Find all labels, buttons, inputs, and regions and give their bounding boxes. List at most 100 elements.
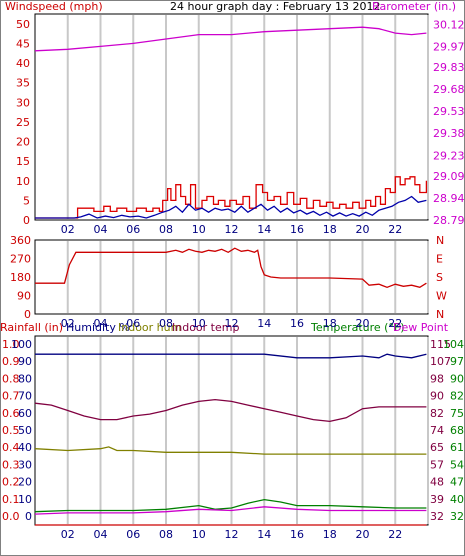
dew-point-label: Dew Point (393, 321, 449, 334)
barometer-tick-label: 29.23 (433, 149, 465, 162)
barometer-tick-label: 29.83 (433, 61, 465, 74)
temperature-tick-label: 54 (450, 458, 464, 471)
rain-tick-label: 0.5 (2, 424, 20, 437)
x-tick-label: 10 (192, 317, 206, 330)
indoor-temp-tick-label: 48 (430, 476, 444, 489)
barometer-tick-label: 30.12 (433, 18, 465, 31)
humidity-tick-label: 40 (18, 441, 32, 454)
direction-tick-label: 0 (24, 308, 31, 321)
wind-tick-label: 0 (23, 214, 30, 227)
avg-wind-line (35, 195, 427, 219)
temperature-tick-label: 90 (450, 372, 464, 385)
wind-tick-label: 5 (23, 194, 30, 207)
rain-tick-label: 0.0 (2, 510, 20, 523)
barometer-line (34, 26, 427, 52)
direction-tick-label: 360 (10, 234, 31, 247)
wind-tick-label: 35 (16, 77, 30, 90)
series-indoor-humline (34, 446, 427, 455)
humidity-tick-label: 60 (18, 407, 32, 420)
x-tick-label: 18 (323, 528, 337, 541)
rain-tick-label: 0.6 (2, 407, 20, 420)
x-tick-label: 16 (290, 223, 304, 236)
barometer-tick-label: 29.68 (433, 83, 465, 96)
temperature-tick-label: 82 (450, 390, 464, 403)
series-humidity-line (35, 353, 427, 359)
indoor-temp-tick-label: 115 (430, 338, 451, 351)
x-tick-label: 18 (323, 223, 337, 236)
barometer-tick-label: 29.97 (433, 40, 465, 53)
barometer-tick-label: 29.38 (433, 127, 465, 140)
x-tick-label: 04 (94, 317, 108, 330)
humidity-tick-label: 70 (18, 390, 32, 403)
wind-tick-label: 20 (16, 136, 30, 149)
barometer-tick-label: 28.94 (433, 192, 465, 205)
x-tick-label: 02 (61, 223, 75, 236)
rain-tick-label: 0.1 (2, 493, 20, 506)
temperature-tick-label: 47 (450, 476, 464, 489)
humidity-tick-label: 10 (18, 493, 32, 506)
compass-tick-label: S (436, 271, 443, 284)
humidity-tick-label: 30 (18, 458, 32, 471)
rain-tick-label: 0.8 (2, 372, 20, 385)
x-tick-label: 04 (94, 223, 108, 236)
x-tick-label: 04 (94, 528, 108, 541)
wind-direction-line (35, 247, 427, 288)
series-dew-pointline (34, 506, 427, 515)
humidity-tick-label: 90 (18, 355, 32, 368)
x-tick-label: 08 (159, 528, 173, 541)
compass-tick-label: W (436, 290, 447, 303)
x-tick-label: 08 (159, 317, 173, 330)
rain-tick-label: 0.9 (2, 355, 20, 368)
x-tick-label: 22 (388, 223, 402, 236)
wind-tick-label: 40 (16, 57, 30, 70)
temperature-tick-label: 61 (450, 441, 464, 454)
rainfall-label: Rainfall (in) (0, 321, 63, 334)
rain-tick-label: 0.3 (2, 458, 20, 471)
wind-tick-label: 30 (16, 96, 30, 109)
x-tick-label: 16 (290, 528, 304, 541)
temperature-label: Temperature (°F) (310, 321, 405, 334)
rain-tick-label: 0.2 (2, 476, 20, 489)
windspeed-line (35, 176, 428, 219)
temperature-tick-label: 32 (450, 510, 464, 523)
indoor-temp-tick-label: 82 (430, 407, 444, 420)
windspeed-axis-label: Windspeed (mph) (5, 0, 103, 13)
temperature-tick-label: 40 (450, 493, 464, 506)
x-tick-label: 14 (257, 317, 271, 330)
rain-tick-label: 1.0 (2, 338, 20, 351)
indoor-temp-tick-label: 57 (430, 458, 444, 471)
humidity-tick-label: 50 (18, 424, 32, 437)
plots-layer: 02 04 06 08 10 12 14 16 18 20 22 02 04 06 08 10 12 14 16 18… (2, 13, 465, 541)
indoor-temp-tick-label: 90 (430, 390, 444, 403)
x-tick-label: 06 (126, 223, 140, 236)
direction-tick-label: 90 (17, 290, 31, 303)
x-tick-label: 22 (388, 528, 402, 541)
humidity-tick-label: 80 (18, 372, 32, 385)
graph-title: 24 hour graph day : February 13 2012 (170, 0, 381, 13)
compass-tick-label: N (436, 308, 444, 321)
humidity-tick-label: 20 (18, 476, 32, 489)
indoor-temp-label: Indoor temp (172, 321, 239, 334)
x-tick-label: 10 (192, 223, 206, 236)
x-tick-label: 20 (356, 223, 370, 236)
x-tick-label: 16 (290, 317, 304, 330)
x-tick-label: 02 (61, 528, 75, 541)
x-tick-label: 10 (192, 528, 206, 541)
direction-tick-label: 180 (10, 271, 31, 284)
humidity-tick-label: 100 (11, 338, 32, 351)
compass-tick-label: N (436, 234, 444, 247)
indoor-temp-tick-label: 98 (430, 372, 444, 385)
indoor-temp-tick-label: 39 (430, 493, 444, 506)
indoor-temp-tick-label: 65 (430, 441, 444, 454)
series-indoor-templine (34, 398, 427, 423)
x-tick-label: 06 (126, 528, 140, 541)
rain-tick-label: 0.4 (2, 441, 20, 454)
x-tick-label: 12 (225, 528, 239, 541)
humidity-tick-label: 0 (25, 510, 32, 523)
direction-tick-label: 270 (10, 253, 31, 266)
x-tick-label: 22 (388, 317, 402, 330)
barometer-tick-label: 29.09 (433, 170, 465, 183)
series-temperature-f-line (34, 498, 427, 513)
x-tick-label: 20 (356, 317, 370, 330)
